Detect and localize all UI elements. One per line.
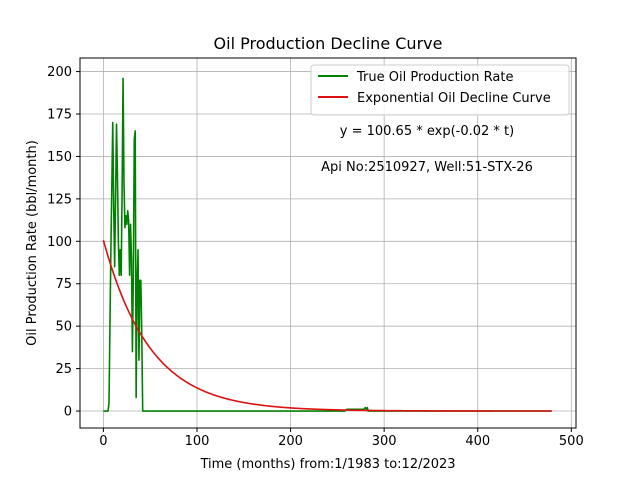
series-true-oil-production-rate: [103, 77, 552, 412]
y-tick-label: 125: [47, 192, 72, 207]
x-tick-label: 400: [465, 434, 490, 449]
y-tick-label: 50: [55, 320, 72, 335]
y-tick-label: 100: [47, 235, 72, 250]
x-axis-label: Time (months) from:1/1983 to:12/2023: [199, 457, 455, 472]
legend-frame: [310, 64, 570, 116]
series-layer: [102, 77, 552, 412]
y-tick-label: 200: [47, 65, 72, 80]
y-tick-label: 175: [47, 108, 72, 123]
equation-annotation: y = 100.65 * exp(-0.02 * t): [340, 124, 514, 139]
y-axis-label: Oil Production Rate (bbl/month): [25, 140, 40, 346]
x-tick-label: 0: [99, 434, 107, 449]
legend: True Oil Production Rate Exponential Oil…: [310, 64, 570, 116]
x-tick-label: 100: [185, 434, 210, 449]
y-tick-label: 75: [55, 277, 72, 292]
plot-frame: [79, 57, 577, 429]
y-tick-label: 25: [55, 362, 72, 377]
well-annotation: Api No:2510927, Well:51-STX-26: [321, 160, 533, 175]
x-tick-label: 500: [559, 434, 584, 449]
x-tick-label: 200: [278, 434, 303, 449]
x-tick-label: 300: [372, 434, 397, 449]
series-exponential-oil-decline-curve: [102, 239, 552, 412]
legend-label-true-rate: True Oil Production Rate: [356, 70, 513, 85]
chart-title: Oil Production Decline Curve: [214, 34, 443, 53]
legend-label-decline-curve: Exponential Oil Decline Curve: [357, 91, 551, 106]
ticks: 0 100 200 300 400 500 0 25 50 75 100 125 150 175 200: [47, 65, 584, 449]
y-tick-label: 0: [64, 405, 72, 420]
y-tick-label: 150: [47, 150, 72, 165]
